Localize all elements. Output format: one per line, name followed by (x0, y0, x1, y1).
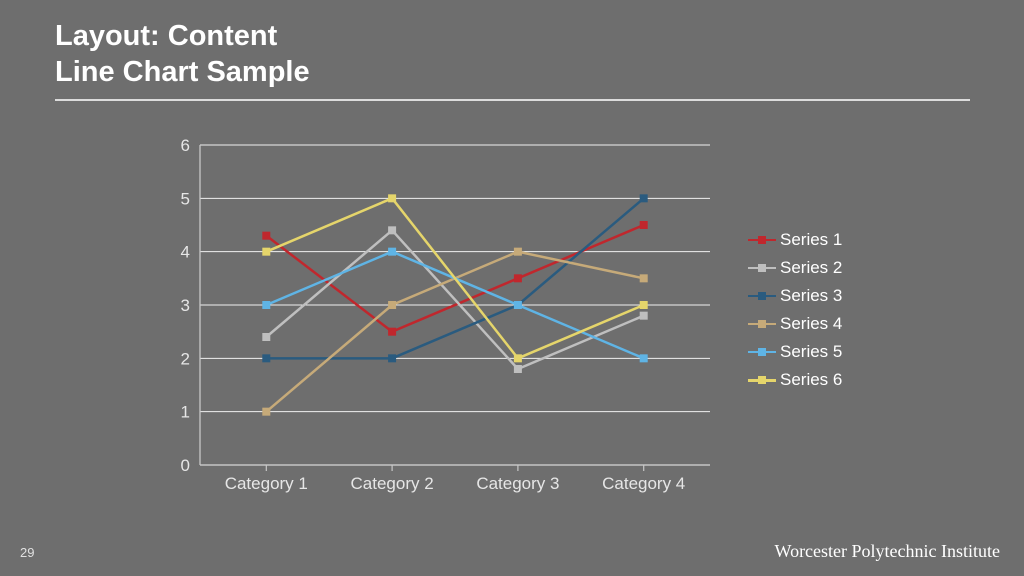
svg-text:1: 1 (181, 403, 190, 422)
svg-text:6: 6 (181, 136, 190, 155)
title-line-2: Line Chart Sample (55, 56, 310, 88)
legend-swatch (748, 374, 776, 386)
svg-text:2: 2 (181, 349, 190, 368)
legend-label: Series 2 (780, 254, 842, 282)
page-number: 29 (20, 545, 34, 560)
legend-item: Series 1 (748, 226, 842, 254)
legend-swatch (748, 318, 776, 330)
footer-text: Worcester Polytechnic Institute (775, 541, 1000, 562)
svg-text:5: 5 (181, 189, 190, 208)
legend-label: Series 5 (780, 338, 842, 366)
svg-text:Category 3: Category 3 (476, 474, 559, 493)
svg-text:Category 4: Category 4 (602, 474, 685, 493)
legend-swatch (748, 290, 776, 302)
legend-swatch (748, 262, 776, 274)
legend-label: Series 3 (780, 282, 842, 310)
chart-svg: 0 1 2 3 4 5 6 Category 1 Category 2 Category 3 Cat… (160, 135, 740, 495)
line-chart: 0 1 2 3 4 5 6 Category 1 Category 2 Category 3 Cat… (160, 135, 740, 495)
legend-item: Series 3 (748, 282, 842, 310)
title-line-1: Layout: Content (55, 20, 277, 52)
legend-item: Series 4 (748, 310, 842, 338)
svg-text:4: 4 (181, 243, 190, 262)
slide: Layout: Content Line Chart Sample 0 1 2 3 4 5… (0, 0, 1024, 576)
slide-title: Layout: Content Line Chart Sample (55, 18, 310, 91)
svg-text:Category 2: Category 2 (351, 474, 434, 493)
legend-label: Series 4 (780, 310, 842, 338)
title-block: Layout: Content Line Chart Sample (55, 18, 310, 91)
svg-text:0: 0 (181, 456, 190, 475)
svg-text:3: 3 (181, 296, 190, 315)
legend-swatch (748, 346, 776, 358)
title-divider (55, 99, 970, 101)
legend-label: Series 1 (780, 226, 842, 254)
svg-text:Category 1: Category 1 (225, 474, 308, 493)
legend-swatch (748, 234, 776, 246)
legend-item: Series 6 (748, 366, 842, 394)
legend-label: Series 6 (780, 366, 842, 394)
chart-legend: Series 1Series 2Series 3Series 4Series 5… (748, 226, 842, 394)
legend-item: Series 5 (748, 338, 842, 366)
legend-item: Series 2 (748, 254, 842, 282)
